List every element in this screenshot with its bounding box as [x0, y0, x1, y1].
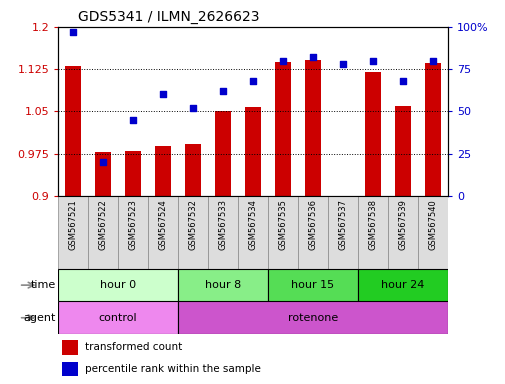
- Text: GDS5341 / ILMN_2626623: GDS5341 / ILMN_2626623: [78, 10, 259, 25]
- Text: GSM567523: GSM567523: [128, 200, 137, 250]
- Point: [368, 58, 376, 64]
- Bar: [268, 196, 297, 269]
- Text: GSM567524: GSM567524: [158, 200, 167, 250]
- Text: agent: agent: [23, 313, 56, 323]
- Text: control: control: [98, 313, 137, 323]
- Text: GSM567522: GSM567522: [98, 200, 108, 250]
- Bar: [327, 196, 357, 269]
- Bar: [58, 301, 178, 334]
- Bar: [184, 144, 201, 196]
- Point: [159, 91, 167, 98]
- Bar: [304, 60, 321, 196]
- Bar: [357, 196, 387, 269]
- Text: transformed count: transformed count: [85, 342, 182, 352]
- Point: [69, 29, 77, 35]
- Point: [278, 58, 286, 64]
- Bar: [148, 196, 178, 269]
- Text: GSM567540: GSM567540: [427, 200, 436, 250]
- Text: GSM567536: GSM567536: [308, 200, 317, 250]
- Text: hour 8: hour 8: [205, 280, 241, 290]
- Bar: [364, 72, 380, 196]
- Bar: [208, 196, 237, 269]
- Point: [338, 61, 346, 67]
- Text: GSM567538: GSM567538: [368, 200, 377, 250]
- Point: [189, 105, 197, 111]
- Text: GSM567521: GSM567521: [69, 200, 78, 250]
- Text: time: time: [30, 280, 56, 290]
- Bar: [62, 340, 78, 355]
- Point: [308, 54, 316, 60]
- Bar: [62, 362, 78, 376]
- Bar: [274, 62, 291, 196]
- Point: [248, 78, 257, 84]
- Bar: [214, 111, 231, 196]
- Bar: [58, 269, 178, 301]
- Bar: [297, 196, 327, 269]
- Text: rotenone: rotenone: [287, 313, 337, 323]
- Point: [398, 78, 406, 84]
- Bar: [357, 269, 447, 301]
- Point: [219, 88, 227, 94]
- Bar: [65, 66, 81, 196]
- Bar: [178, 196, 208, 269]
- Text: GSM567532: GSM567532: [188, 200, 197, 250]
- Bar: [88, 196, 118, 269]
- Text: GSM567535: GSM567535: [278, 200, 287, 250]
- Bar: [417, 196, 447, 269]
- Bar: [155, 146, 171, 196]
- Text: hour 15: hour 15: [291, 280, 334, 290]
- Text: GSM567539: GSM567539: [397, 200, 407, 250]
- Bar: [394, 106, 410, 196]
- Bar: [95, 152, 111, 196]
- Bar: [424, 63, 440, 196]
- Bar: [125, 151, 141, 196]
- Text: GSM567537: GSM567537: [338, 200, 347, 250]
- Bar: [268, 269, 357, 301]
- Bar: [387, 196, 417, 269]
- Bar: [178, 301, 447, 334]
- Bar: [178, 269, 268, 301]
- Bar: [58, 196, 88, 269]
- Point: [428, 58, 436, 64]
- Text: GSM567534: GSM567534: [248, 200, 257, 250]
- Text: percentile rank within the sample: percentile rank within the sample: [85, 364, 261, 374]
- Bar: [244, 107, 261, 196]
- Text: GSM567533: GSM567533: [218, 200, 227, 250]
- Text: hour 24: hour 24: [380, 280, 424, 290]
- Point: [129, 117, 137, 123]
- Bar: [237, 196, 268, 269]
- Bar: [118, 196, 148, 269]
- Point: [99, 159, 107, 165]
- Text: hour 0: hour 0: [100, 280, 136, 290]
